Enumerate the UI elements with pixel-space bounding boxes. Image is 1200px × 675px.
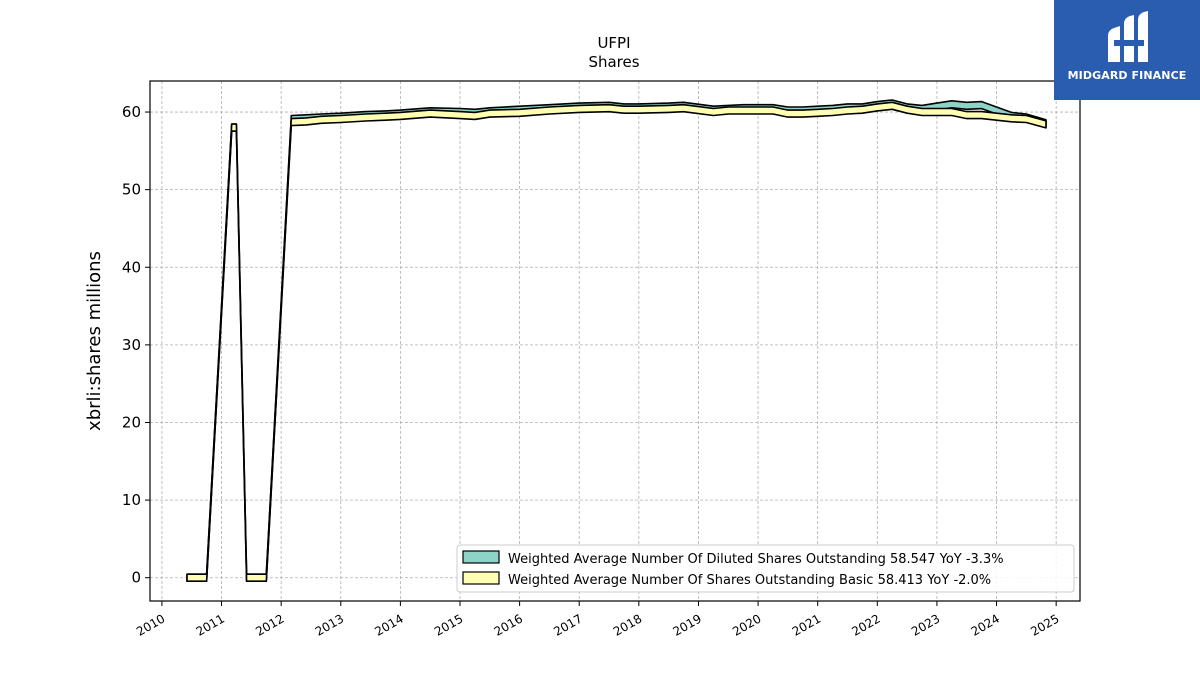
legend-frame	[456, 544, 1075, 593]
x-tick-label: 2021	[790, 611, 823, 638]
x-tick-label: 2018	[611, 611, 644, 638]
series-diluted-band	[186, 99, 1047, 583]
legend: Weighted Average Number Of Diluted Share…	[456, 544, 1075, 593]
x-tick-label: 2024	[969, 611, 1002, 638]
x-tick-label: 2020	[730, 611, 763, 638]
brand-logo: MIDGARD FINANCE	[1054, 0, 1200, 100]
x-tick-label: 2025	[1028, 611, 1061, 638]
legend-swatch-diluted	[462, 550, 500, 564]
y-tick-label: 40	[122, 258, 141, 276]
x-tick-label: 2019	[671, 611, 704, 638]
x-tick-label: 2014	[372, 611, 405, 638]
x-tick-label: 2016	[492, 611, 525, 638]
y-axis: 0 10 20 30 40 50 60	[122, 103, 150, 587]
brand-logo-mark-icon	[1108, 11, 1148, 62]
chart-subtitle: Shares	[588, 53, 639, 71]
x-tick-label: 2011	[194, 611, 227, 638]
legend-label-basic: Weighted Average Number Of Shares Outsta…	[508, 573, 991, 588]
series-layer	[186, 99, 1047, 583]
x-tick-label: 2013	[313, 611, 346, 638]
x-axis: 2010 2011 2012 2013 2014 2015 2016 2017 2018 2019…	[134, 601, 1062, 639]
brand-name: MIDGARD FINANCE	[1067, 69, 1187, 82]
y-tick-label: 10	[122, 491, 141, 509]
y-axis-label: xbrli:shares millions	[84, 251, 105, 431]
x-tick-label: 2010	[134, 611, 167, 638]
x-tick-label: 2015	[432, 611, 465, 638]
legend-swatch-basic	[462, 571, 500, 585]
x-tick-label: 2012	[253, 611, 286, 638]
plot-frame	[149, 80, 1081, 602]
x-tick-label: 2022	[849, 611, 882, 638]
chart-title: UFPI	[597, 34, 630, 52]
y-tick-label: 60	[122, 103, 141, 121]
y-tick-label: 50	[122, 181, 141, 199]
y-tick-label: 0	[131, 569, 141, 587]
legend-label-diluted: Weighted Average Number Of Diluted Share…	[508, 552, 1004, 567]
series-basic-band	[186, 101, 1047, 583]
grid	[150, 81, 1080, 601]
y-tick-label: 20	[122, 413, 141, 431]
x-tick-label: 2023	[909, 611, 942, 638]
x-tick-label: 2017	[551, 611, 584, 638]
y-tick-label: 30	[122, 336, 141, 354]
